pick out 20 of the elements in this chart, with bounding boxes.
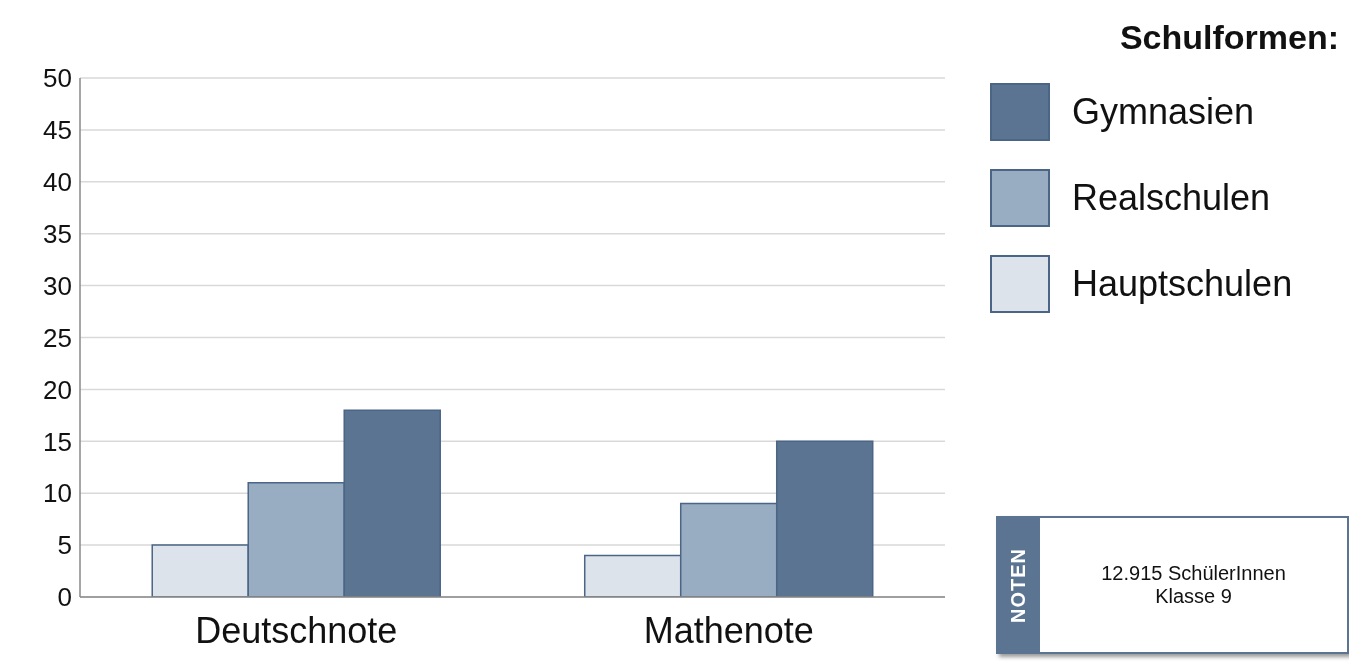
legend-label: Gymnasien — [1072, 91, 1255, 133]
text: 12.915 SchülerInnen — [1101, 562, 1286, 585]
text: NOTEN — [1006, 547, 1030, 623]
y-tick-label: 35 — [43, 218, 72, 249]
y-tick-label: 10 — [43, 478, 72, 509]
x-tick-label: Deutschnote — [195, 609, 398, 651]
y-tick-label: 25 — [43, 322, 72, 353]
text: Klasse 9 — [1155, 585, 1232, 608]
legend-label: Hauptschulen — [1072, 263, 1293, 305]
y-tick-label: 5 — [57, 530, 72, 561]
y-tick-label: 50 — [43, 63, 72, 94]
legend-label: Realschulen — [1072, 177, 1271, 219]
y-tick-label: 15 — [43, 426, 72, 457]
y-tick-label: 20 — [43, 374, 72, 405]
y-tick-label: 45 — [43, 115, 72, 146]
legend-title: Schulformen: — [1118, 18, 1340, 57]
y-tick-label: 0 — [57, 582, 72, 613]
y-tick-label: 30 — [43, 270, 72, 301]
y-tick-label: 40 — [43, 167, 72, 198]
x-tick-label: Mathenote — [643, 609, 814, 651]
